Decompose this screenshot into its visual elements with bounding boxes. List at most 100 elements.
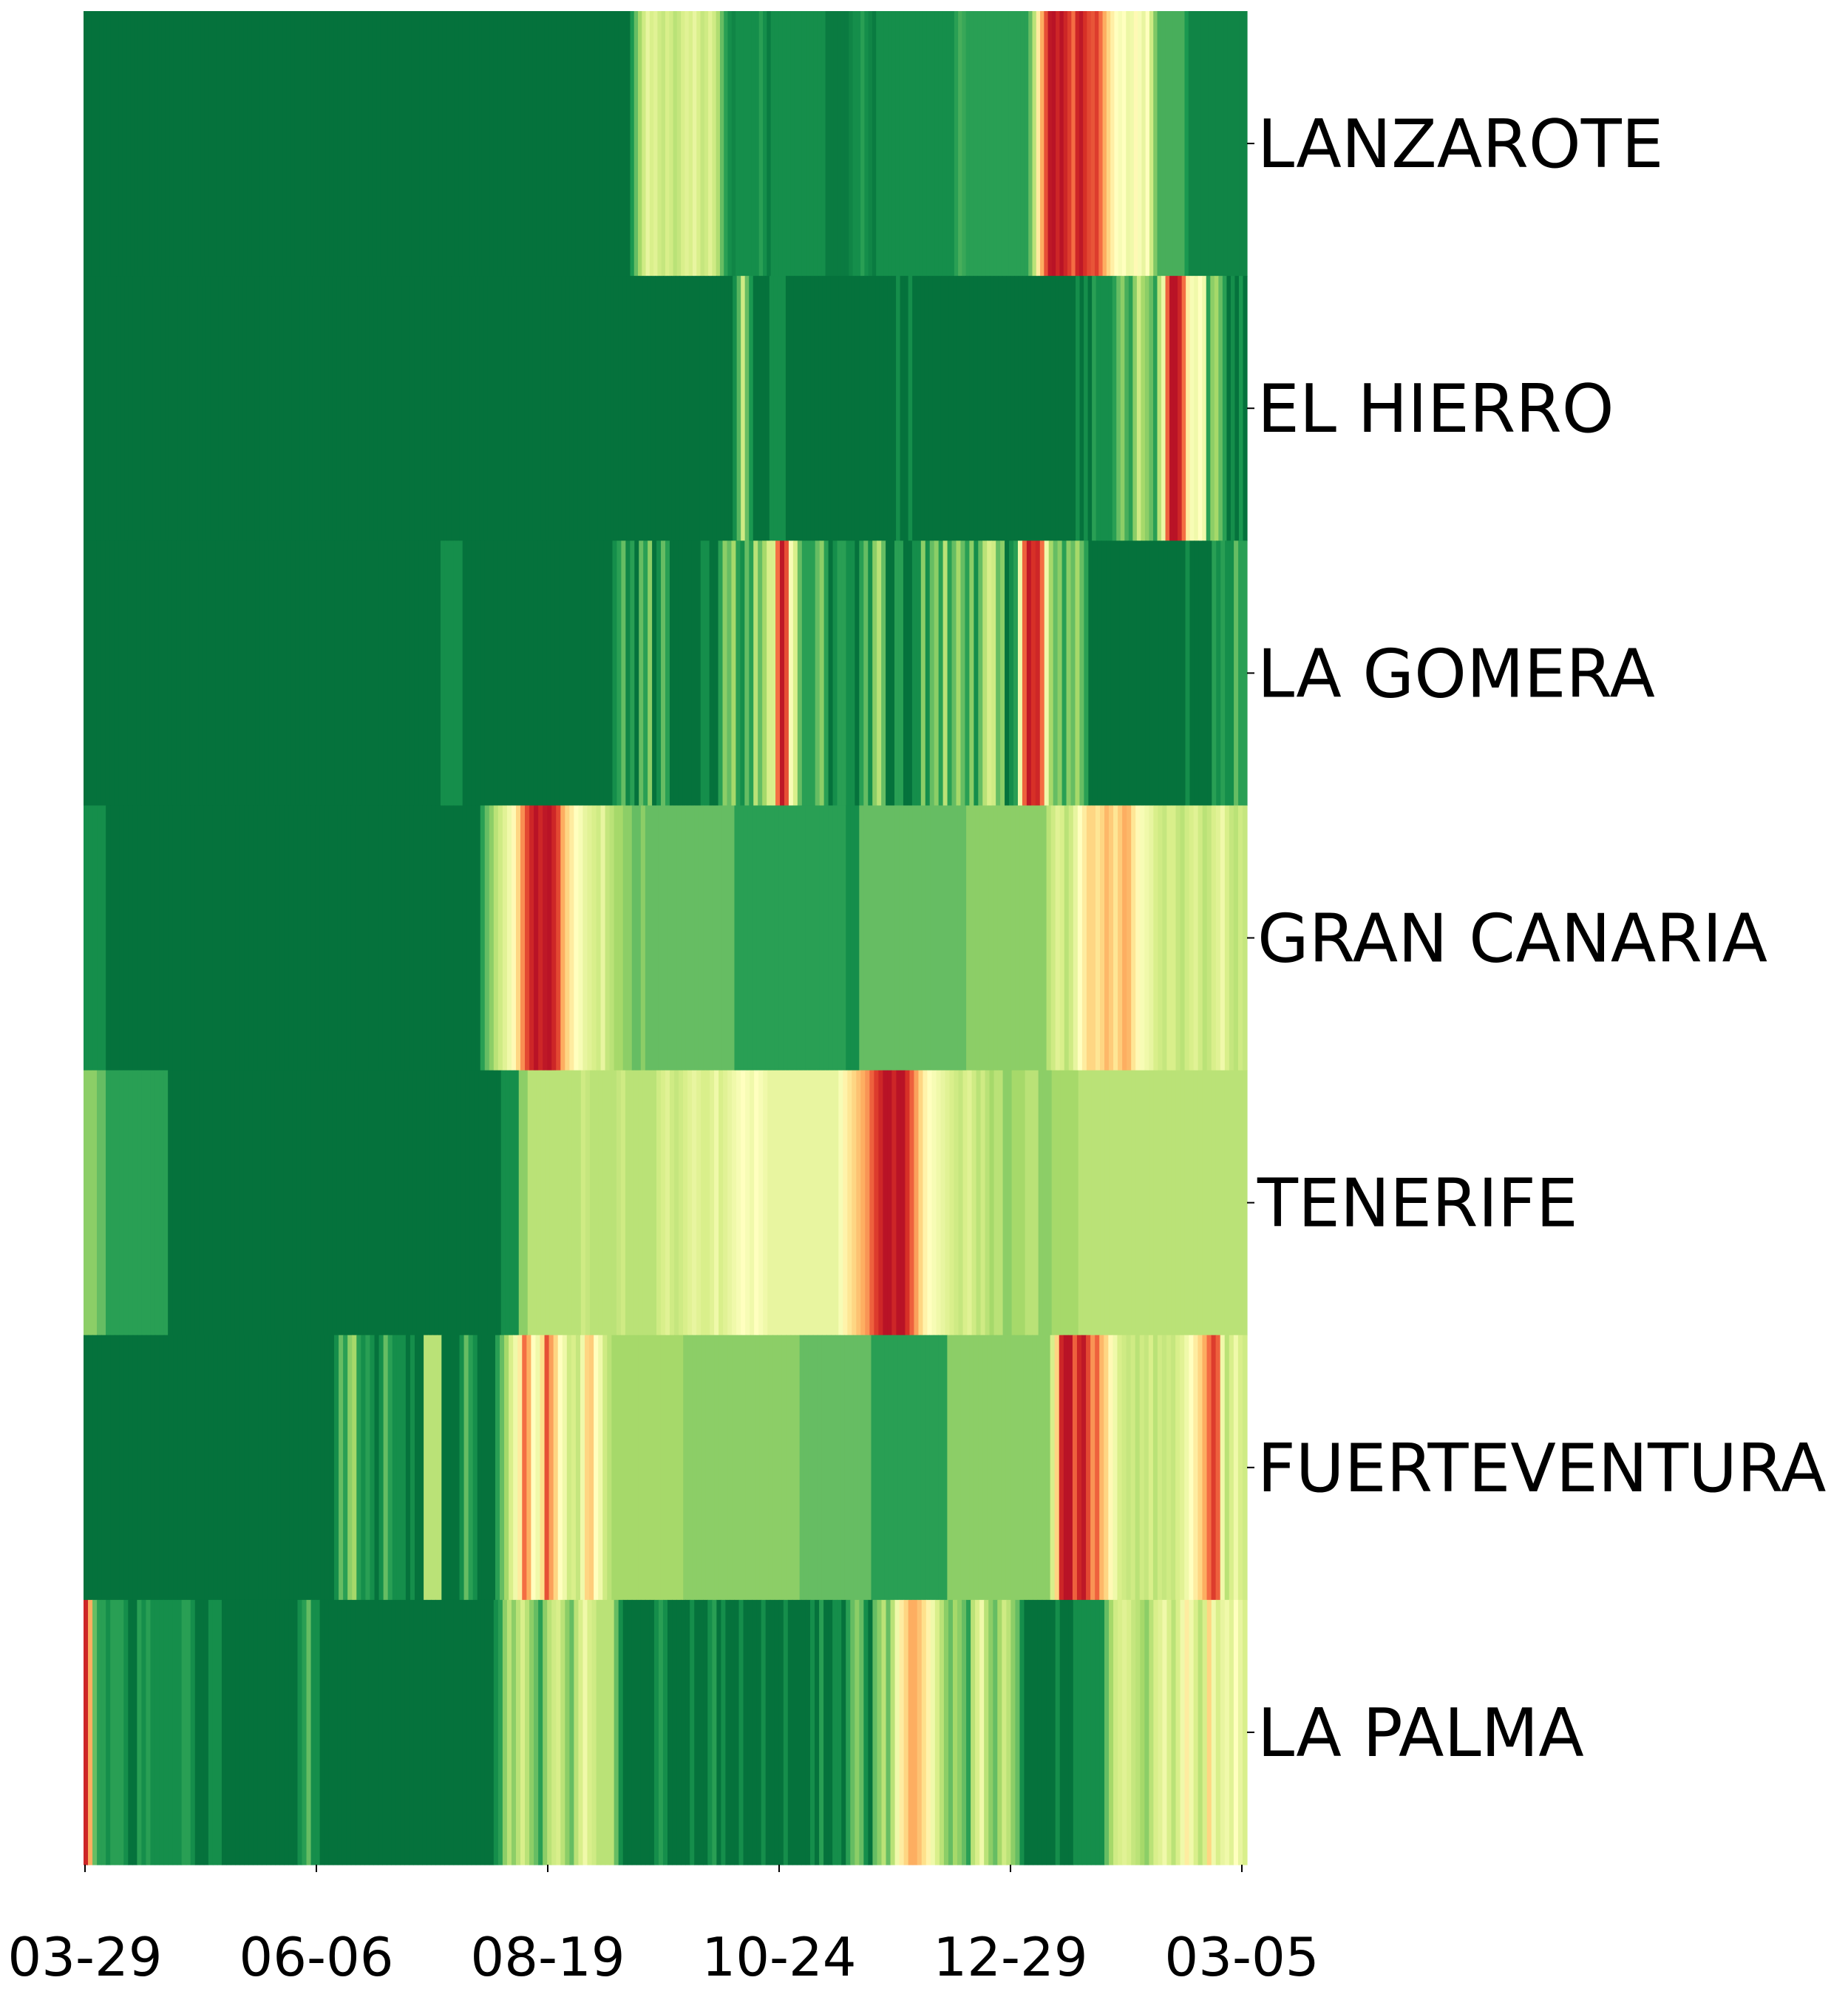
heatmap-cell xyxy=(1149,1599,1154,1865)
heatmap-cell xyxy=(118,11,123,277)
heatmap-cell xyxy=(790,11,795,277)
heatmap-cell xyxy=(365,540,371,807)
heatmap-cell xyxy=(1242,1335,1248,1601)
heatmap-cell xyxy=(146,11,151,277)
heatmap-cell xyxy=(1040,11,1044,277)
heatmap-cell xyxy=(268,540,274,807)
heatmap-cell xyxy=(279,276,285,541)
heatmap-cell xyxy=(340,276,346,541)
heatmap-cell xyxy=(645,11,650,277)
heatmap-cell xyxy=(497,11,502,277)
heatmap-cell xyxy=(884,1335,890,1601)
heatmap-cell xyxy=(1216,540,1221,807)
heatmap-cell xyxy=(1098,11,1104,277)
heatmap-cell xyxy=(631,1599,637,1865)
heatmap-cell xyxy=(469,11,475,277)
heatmap-cell xyxy=(1090,11,1095,277)
heatmap-cell xyxy=(458,11,463,277)
heatmap-cell xyxy=(517,1335,523,1601)
heatmap-cell xyxy=(122,11,127,277)
heatmap-cell xyxy=(962,11,967,277)
heatmap-cell xyxy=(1023,1335,1028,1601)
heatmap-cell xyxy=(723,1335,729,1601)
heatmap-cell xyxy=(761,276,766,541)
heatmap-cell xyxy=(551,1599,557,1865)
heatmap-cell xyxy=(145,540,151,807)
heatmap-cell xyxy=(987,1335,993,1601)
heatmap-cell xyxy=(181,1599,187,1865)
heatmap-cell xyxy=(1000,540,1005,807)
heatmap-cell xyxy=(956,1335,962,1601)
heatmap-cell xyxy=(367,1070,373,1336)
heatmap-cell xyxy=(1141,11,1146,277)
heatmap-cell xyxy=(996,1335,1002,1601)
heatmap-cell xyxy=(504,1335,509,1601)
heatmap-cell xyxy=(801,11,806,277)
heatmap-cell xyxy=(220,11,225,277)
heatmap-cell xyxy=(1149,11,1154,277)
heatmap-cell xyxy=(1028,805,1034,1071)
heatmap-cell xyxy=(812,1335,818,1601)
heatmap-cell xyxy=(1144,1070,1150,1336)
heatmap-cell xyxy=(828,805,833,1071)
heatmap-cell xyxy=(333,1599,339,1865)
heatmap-cell xyxy=(1067,11,1072,277)
heatmap-cell xyxy=(382,1599,387,1865)
heatmap-cell xyxy=(1171,1070,1177,1336)
heatmap-cell xyxy=(1110,540,1115,807)
heatmap-cell xyxy=(286,11,291,277)
heatmap-cell xyxy=(594,540,600,807)
heatmap-cell xyxy=(969,1335,975,1601)
heatmap-cell xyxy=(1206,1335,1212,1601)
heatmap-cell xyxy=(1007,1070,1013,1336)
heatmap-cell xyxy=(887,1070,892,1336)
heatmap-cell xyxy=(1053,540,1059,807)
heatmap-cell xyxy=(373,1599,378,1865)
heatmap-cell xyxy=(540,1335,546,1601)
heatmap-cell xyxy=(1076,1335,1082,1601)
heatmap-cell xyxy=(581,540,587,807)
heatmap-cell xyxy=(1118,11,1123,277)
heatmap-cell xyxy=(1110,11,1115,277)
heatmap-cell xyxy=(860,11,865,277)
heatmap-cell xyxy=(872,1599,878,1865)
heatmap-cell xyxy=(456,1070,462,1336)
heatmap-cell xyxy=(947,540,953,807)
heatmap-cell xyxy=(315,1599,321,1865)
heatmap-cell xyxy=(110,11,115,277)
heatmap-cell xyxy=(1158,1599,1164,1865)
heatmap-cell xyxy=(620,1335,626,1601)
heatmap-cell xyxy=(243,11,248,277)
heatmap-cell xyxy=(1224,1335,1230,1601)
heatmap-cell xyxy=(891,276,897,541)
heatmap-cell xyxy=(405,1335,411,1601)
heatmap-cell xyxy=(468,1335,474,1601)
heatmap-cell xyxy=(758,11,764,277)
heatmap-cell xyxy=(248,1335,254,1601)
heatmap-cell xyxy=(176,540,181,807)
heatmap-cell xyxy=(149,276,154,541)
heatmap-cell xyxy=(440,1599,446,1865)
heatmap-cell xyxy=(311,1335,317,1601)
heatmap-cell xyxy=(690,1599,695,1865)
heatmap-cell xyxy=(190,1070,195,1336)
heatmap-cell xyxy=(629,1070,635,1336)
heatmap-cell xyxy=(1070,540,1076,807)
heatmap-cell xyxy=(770,805,775,1071)
heatmap-cell xyxy=(1233,805,1239,1071)
heatmap-cell xyxy=(638,11,642,277)
heatmap-cell xyxy=(137,805,142,1071)
heatmap-cell xyxy=(1178,276,1183,541)
heatmap-cell xyxy=(1055,805,1061,1071)
heatmap-cell xyxy=(1220,540,1226,807)
heatmap-cell xyxy=(292,1070,297,1336)
heatmap-cell xyxy=(372,11,377,277)
heatmap-cell xyxy=(1121,11,1127,277)
heatmap-cell xyxy=(149,11,154,277)
heatmap-cell xyxy=(1064,1070,1070,1336)
heatmap-cell xyxy=(274,11,279,277)
heatmap-cell xyxy=(1175,805,1181,1071)
heatmap-cell xyxy=(1162,1070,1168,1336)
heatmap-cell xyxy=(356,1335,361,1601)
heatmap-cell xyxy=(1019,1335,1024,1601)
